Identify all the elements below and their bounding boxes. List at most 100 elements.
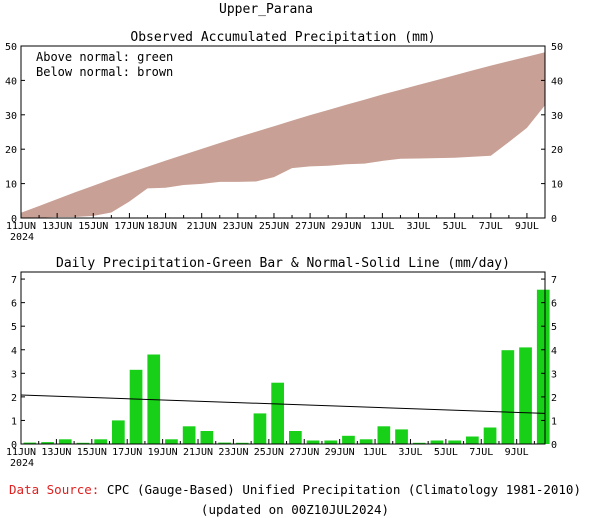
y-tick-label-left: 10	[5, 180, 17, 191]
x-tick-label: 27JUN	[289, 447, 319, 458]
daily-bar	[165, 439, 178, 444]
y-tick-label-left: 2	[11, 393, 17, 404]
x-tick-label: 23JUN	[218, 447, 248, 458]
daily-bar	[253, 413, 267, 444]
daily-bar	[235, 442, 249, 444]
daily-bar	[306, 440, 320, 444]
y-tick-label-left: 7	[11, 275, 17, 286]
daily-bar	[94, 439, 107, 444]
y-tick-label-right: 2	[551, 393, 557, 404]
x-tick-label: 3JUL	[398, 447, 422, 458]
data-source-text: CPC (Gauge-Based) Unified Precipitation …	[99, 482, 581, 497]
x-tick-label: 17JUN	[114, 221, 144, 232]
daily-bar	[23, 442, 37, 444]
daily-bar	[129, 369, 143, 444]
daily-bar	[182, 426, 196, 444]
x-tick-label: 11JUN	[6, 447, 36, 458]
x-tick-label: 15JUN	[77, 447, 107, 458]
x-tick-label: 13JUN	[42, 221, 72, 232]
y-tick-label-right: 7	[551, 275, 557, 286]
y-tick-label-left: 4	[11, 346, 17, 357]
daily-bar	[41, 442, 54, 444]
y-tick-label-right: 30	[551, 111, 563, 122]
daily-bar	[271, 382, 284, 444]
x-tick-label: 9JUL	[505, 447, 529, 458]
daily-bar	[395, 429, 408, 444]
page-title: Upper_Parana	[219, 2, 313, 17]
daily-bar	[112, 420, 125, 444]
y-tick-label-left: 6	[11, 299, 17, 310]
x-tick-label: 27JUN	[295, 221, 325, 232]
y-tick-label-left: 5	[11, 322, 17, 333]
daily-bar	[466, 436, 479, 444]
legend-below-normal: Below normal: brown	[36, 65, 173, 79]
y-tick-label-left: 50	[5, 42, 17, 53]
x-tick-label: 15JUN	[78, 221, 108, 232]
x-tick-label: 5JUL	[434, 447, 458, 458]
daily-chart-title: Daily Precipitation-Green Bar & Normal-S…	[56, 256, 510, 271]
y-tick-label-left: 1	[11, 416, 17, 427]
x-tick-label: 29JUN	[331, 221, 361, 232]
y-tick-label-right: 10	[551, 180, 563, 191]
x-tick-label: 7JUL	[469, 447, 493, 458]
x-tick-label: 25JUN	[254, 447, 284, 458]
x-tick-label: 13JUN	[41, 447, 71, 458]
plot-frame	[20, 271, 546, 445]
normal-line	[20, 394, 546, 414]
x-tick-label: 1JUL	[363, 447, 387, 458]
daily-bar	[342, 435, 355, 444]
daily-bar	[359, 439, 373, 444]
daily-bar	[430, 440, 444, 444]
y-tick-label-right: 5	[551, 322, 557, 333]
data-source-label: Data Source:	[9, 482, 100, 497]
x-tick-label: 11JUN	[6, 221, 36, 232]
y-tick-label-left: 3	[11, 369, 17, 380]
x-tick-label: 9JUL	[515, 221, 539, 232]
y-tick-label-left: 0	[11, 214, 17, 225]
y-tick-label-right: 40	[551, 76, 563, 87]
x-tick-label: 18JUN	[147, 221, 177, 232]
accumulated-chart-title: Observed Accumulated Precipitation (mm)	[130, 30, 435, 45]
daily-bar	[218, 442, 231, 444]
x-tick-label: 3JUL	[406, 221, 430, 232]
x-year-label: 2024	[10, 458, 34, 469]
y-tick-label-right: 6	[551, 299, 557, 310]
y-tick-label-right: 4	[551, 346, 557, 357]
y-tick-label-right: 1	[551, 416, 557, 427]
daily-bar	[377, 426, 391, 444]
daily-bar	[58, 439, 72, 444]
y-tick-label-right: 50	[551, 42, 563, 53]
x-tick-label: 1JUL	[370, 221, 394, 232]
x-tick-label: 29JUN	[325, 447, 355, 458]
y-tick-label-left: 30	[5, 111, 17, 122]
accumulated-chart: Observed Accumulated Precipitation (mm) …	[5, 30, 563, 243]
y-tick-label-right: 0	[551, 214, 557, 225]
data-source-line: Data Source: CPC (Gauge-Based) Unified P…	[0, 482, 590, 497]
daily-bar	[536, 289, 550, 444]
daily-bar	[412, 442, 426, 444]
x-tick-label: 21JUN	[183, 447, 213, 458]
daily-chart: Daily Precipitation-Green Bar & Normal-S…	[6, 256, 557, 469]
x-tick-label: 23JUN	[223, 221, 253, 232]
y-tick-label-left: 20	[5, 145, 17, 156]
daily-bar	[289, 431, 302, 444]
x-year-label: 2024	[10, 232, 34, 243]
daily-bar	[501, 350, 515, 444]
plot-frame	[20, 45, 546, 219]
daily-bar	[483, 427, 497, 444]
x-tick-label: 21JUN	[187, 221, 217, 232]
daily-bar	[76, 442, 90, 444]
y-tick-label-left: 40	[5, 76, 17, 87]
daily-bar	[200, 431, 214, 444]
below-normal-area	[21, 52, 545, 219]
x-tick-label: 17JUN	[112, 447, 142, 458]
legend-above-normal: Above normal: green	[36, 50, 173, 64]
updated-note: (updated on 00Z10JUL2024)	[200, 502, 390, 517]
y-tick-label-right: 3	[551, 369, 557, 380]
x-tick-label: 7JUL	[479, 221, 503, 232]
daily-bar	[448, 440, 461, 444]
y-tick-label-right: 0	[551, 440, 557, 451]
x-tick-label: 25JUN	[259, 221, 289, 232]
x-tick-label: 5JUL	[443, 221, 467, 232]
